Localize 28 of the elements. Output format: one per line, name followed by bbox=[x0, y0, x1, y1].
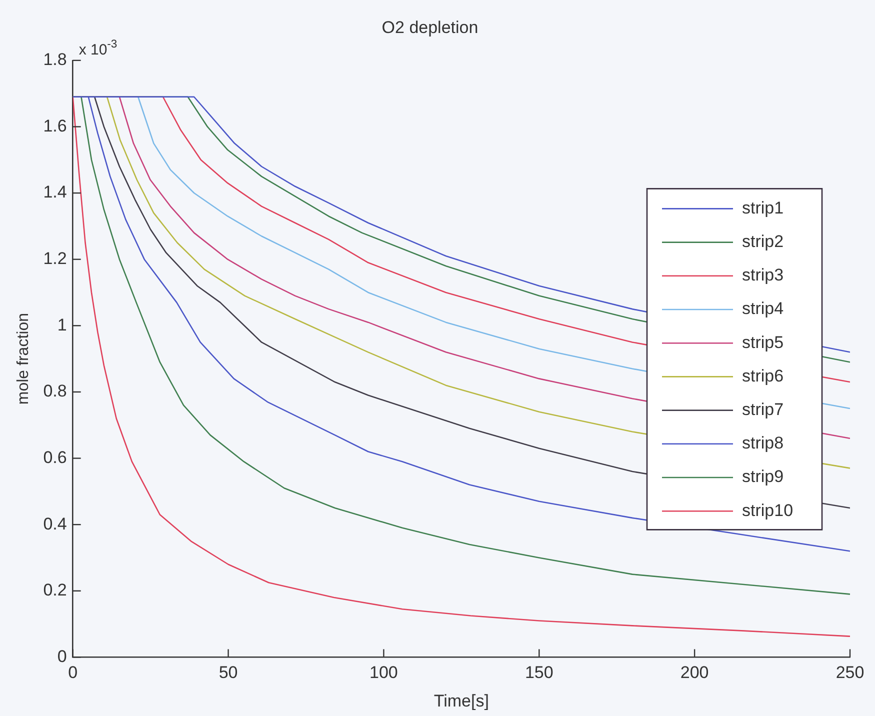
x-tick-label: 100 bbox=[370, 663, 398, 682]
legend-label: strip4 bbox=[742, 299, 784, 318]
legend-label: strip1 bbox=[742, 198, 784, 218]
y-tick-label: 0 bbox=[57, 646, 67, 666]
y-tick-label: 1.4 bbox=[43, 182, 67, 202]
x-tick-label: 50 bbox=[218, 663, 238, 682]
y-tick-label: 0.2 bbox=[43, 580, 67, 600]
legend-label: strip6 bbox=[742, 366, 784, 386]
legend-label: strip3 bbox=[742, 266, 784, 285]
y-axis-title: mole fraction bbox=[15, 313, 32, 405]
legend-label: strip2 bbox=[742, 232, 784, 251]
legend-label: strip9 bbox=[742, 467, 784, 486]
x-axis-title: Time[s] bbox=[434, 691, 489, 710]
x-tick-label: 200 bbox=[680, 663, 709, 682]
x-tick-label: 250 bbox=[836, 663, 864, 682]
y-tick-label: 1 bbox=[57, 315, 67, 334]
y-tick-label: 0.8 bbox=[43, 382, 67, 401]
legend-label: strip7 bbox=[742, 400, 784, 419]
y-tick-label: 1.8 bbox=[43, 50, 67, 70]
chart-title: O2 depletion bbox=[382, 18, 478, 37]
legend-label: strip10 bbox=[742, 500, 794, 520]
y-tick-label: 0.4 bbox=[43, 514, 67, 534]
y-tick-label: 0.6 bbox=[43, 448, 67, 467]
legend-label: strip5 bbox=[742, 332, 784, 352]
y-tick-label: 1.6 bbox=[43, 116, 67, 136]
y-tick-label: 1.2 bbox=[43, 249, 67, 268]
x-tick-label: 150 bbox=[524, 663, 554, 682]
legend-label: strip8 bbox=[742, 434, 784, 453]
